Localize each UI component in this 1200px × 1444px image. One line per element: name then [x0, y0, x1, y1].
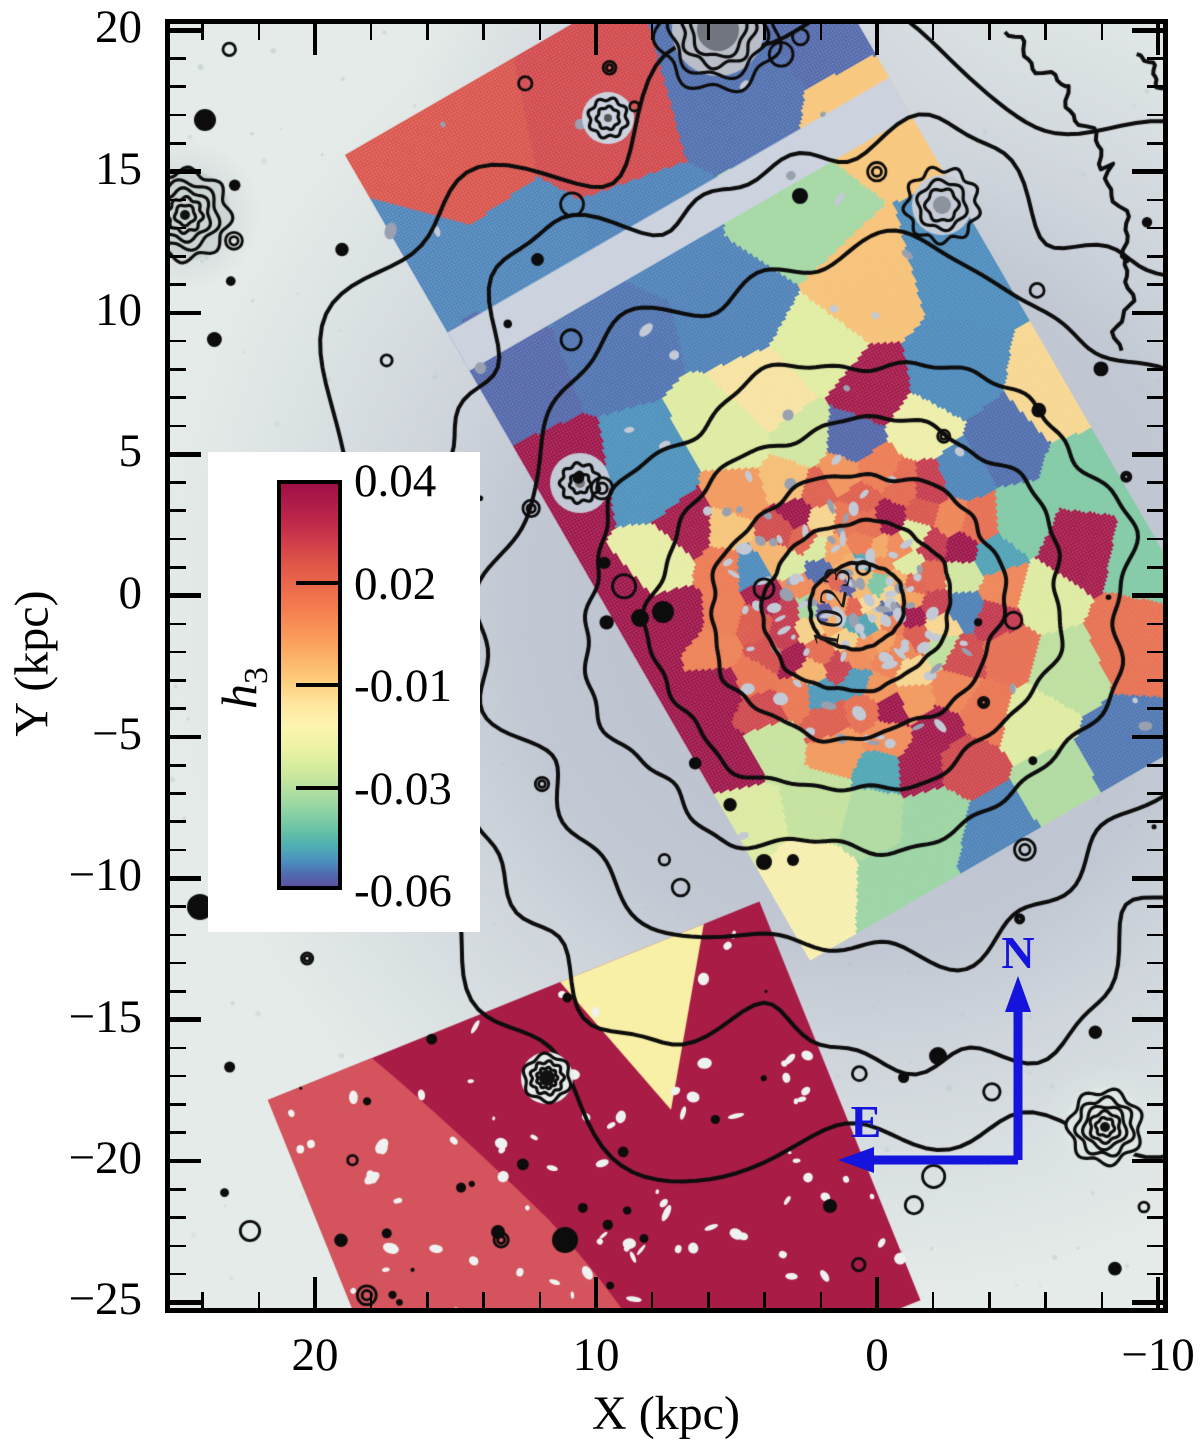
y-tick-label: −10: [68, 849, 142, 902]
colorbar-tick-label: -0.03: [354, 762, 452, 815]
y-tick-label: −15: [68, 990, 142, 1043]
compass: N E: [838, 930, 1035, 1173]
north-label: N: [1001, 930, 1034, 978]
colorbar-tick-label: 0.04: [354, 455, 437, 507]
colorbar-tick-label: -0.01: [354, 660, 452, 712]
y-tick-label: −25: [68, 1273, 142, 1326]
y-tick-label: 0: [118, 566, 143, 619]
x-axis-label: X (kpc): [592, 1387, 740, 1440]
colorbar-tick-label: -0.06: [354, 865, 452, 917]
y-tick-label: −5: [91, 707, 142, 760]
east-label: E: [851, 1096, 882, 1147]
x-tick-label: −10: [1121, 1329, 1195, 1381]
colorbar-tick: [296, 580, 338, 585]
colorbar-tick: [296, 683, 338, 687]
colorbar-title-symbol: h: [211, 684, 267, 709]
colorbar-title: h3: [210, 588, 275, 788]
y-tick-label: 10: [95, 283, 142, 336]
colorbar-title-subscript: 3: [238, 667, 275, 684]
colorbar-tick: [296, 785, 338, 790]
north-arrowhead-icon: [1005, 976, 1031, 1012]
y-tick-label: 5: [118, 425, 143, 478]
x-tick-label: 10: [572, 1329, 620, 1381]
y-tick-label: −20: [68, 1132, 142, 1184]
colorbar-legend: h3 0.04 0.02 -0.01 -0.03 -0.06: [208, 452, 480, 932]
y-tick-label: 20: [95, 1, 142, 54]
colorbar-tick-label: 0.02: [354, 557, 437, 610]
y-tick-label: 15: [95, 142, 142, 195]
x-tick-label: 20: [291, 1329, 339, 1381]
east-arrowhead-icon: [838, 1147, 874, 1173]
x-tick-label: 0: [865, 1329, 889, 1381]
